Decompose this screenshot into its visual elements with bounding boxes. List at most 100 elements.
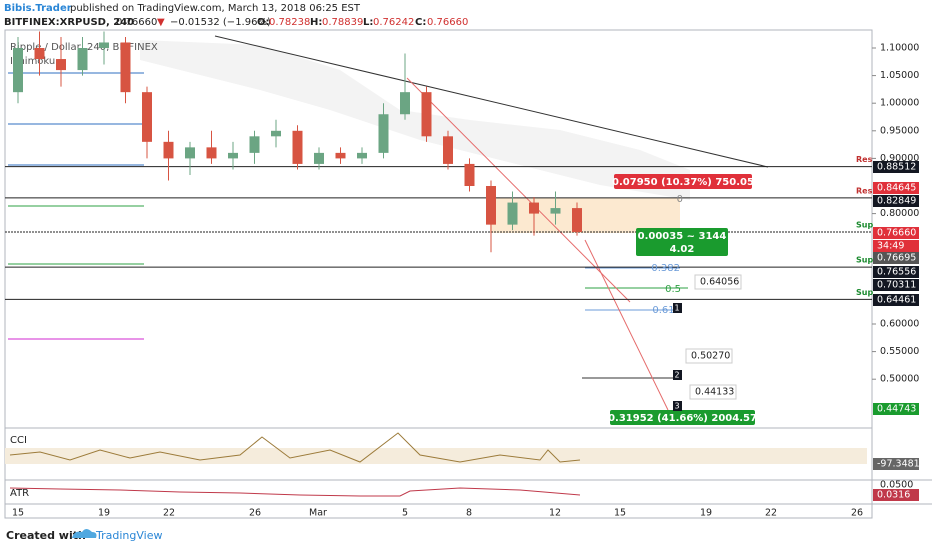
level-tag: Sup [856,288,873,297]
change-arrow: ▼ [157,17,165,28]
trendline [214,35,769,168]
candle-body [314,152,324,164]
cci-value-box [873,458,919,470]
candle-body [378,114,389,153]
published: published on TradingView.com, March 13, … [70,3,361,14]
projection-arrow [406,77,631,303]
level-tag: Sup [856,221,873,230]
date-label: 12 [549,508,561,519]
wave-number: 1 [674,304,679,313]
cci-band [5,448,867,464]
price-label-box [873,161,919,173]
candle-body [507,202,518,225]
price-label: 0.88512 [877,162,916,173]
candle-body [185,147,195,159]
price-tick-label: 1.10000 [880,43,919,54]
fib-label: 0.382 [651,263,680,274]
author[interactable]: Bibis.Trader [4,3,72,14]
date-label: Mar [309,508,327,519]
footer-brand[interactable]: TradingView [95,529,162,542]
close: 0.76660 [427,17,468,28]
change: −0.01532 (−1.96%) [170,17,271,28]
measure-text: 0.07950 (10.37%) 750.05 [612,177,754,188]
ichimoku-cloud [140,40,690,200]
candle-body [357,152,367,159]
price-tick-label: 1.00000 [880,98,919,109]
candle-body [13,48,23,93]
level-tag: Sup [856,256,873,265]
measure-box [614,174,752,189]
price-label-box [873,195,919,207]
measure-box [636,228,728,256]
cci-name: CCI [10,435,27,446]
price-tick-label: 0.80000 [880,208,919,219]
wave-box [673,370,682,380]
price-tick-label: 0.90000 [880,153,919,164]
measure-text: 4.02 [670,244,695,255]
price-label-box [873,279,919,291]
high-label: H: [310,17,322,28]
low-label: L: [363,17,373,28]
candle-body [271,130,281,137]
fib-zone [490,198,680,233]
open-label: O: [257,17,270,28]
candle-body [421,92,432,137]
date-label: 22 [765,508,777,519]
price-tick-label: 0.95000 [880,125,919,136]
date-label: 22 [163,508,175,519]
chart-title: Ripple / Dollar, 240, BITFINEX [10,42,158,53]
atr-name: ATR [10,488,29,499]
date-label: 15 [614,508,626,519]
low: 0.76242 [373,17,414,28]
wave-number: 2 [674,371,679,380]
candle-body [163,141,174,159]
price-label: 0.44743 [877,404,916,415]
price-label: 0.64461 [877,295,916,306]
price-label-box [873,227,919,239]
price-tick-label: 0.50000 [880,374,919,385]
level-tag: Res [856,186,873,195]
measure-box [610,410,755,425]
wave-box [673,303,682,313]
price-label: 34:49 [877,241,904,252]
price-tick-label: 0.60000 [880,319,919,330]
candle-body [56,59,66,71]
logo [72,529,97,538]
fib-label: 0 [677,194,683,205]
price-label-box [873,294,919,306]
candle-body [443,136,453,164]
candle-body [228,152,238,159]
candle-body [34,48,45,60]
candle-body [249,136,260,153]
footer-created: Created with [6,529,86,542]
symbol: BITFINEX:XRPUSD, 240 [4,17,134,28]
candle-body [77,48,88,71]
price-label-box [873,240,919,252]
atr-line [9,487,581,497]
atr-value-box [873,489,919,501]
candle-body [99,42,109,48]
candle-body [335,152,346,159]
candle-body [142,92,152,142]
target-box [689,384,737,400]
date-label: 15 [12,508,24,519]
candle-body [464,163,475,186]
price-label: 0.76695 [877,253,916,264]
last-price: 0.76660 [116,17,157,28]
candle-body [572,208,582,233]
open: 0.78238 [269,17,310,28]
price-label: 0.84645 [877,183,916,194]
candle-body [400,92,410,115]
atr-tick: 0.0500 [880,480,913,491]
date-label: 5 [402,508,408,519]
target-box [685,348,733,364]
wave-number: 3 [674,402,679,411]
price-label-box [873,252,919,264]
date-label: 26 [851,508,863,519]
price-label-box [873,403,919,415]
cci-value: -97.3481 [877,459,920,470]
price-tick-label: 1.05000 [880,70,919,81]
date-label: 26 [249,508,261,519]
